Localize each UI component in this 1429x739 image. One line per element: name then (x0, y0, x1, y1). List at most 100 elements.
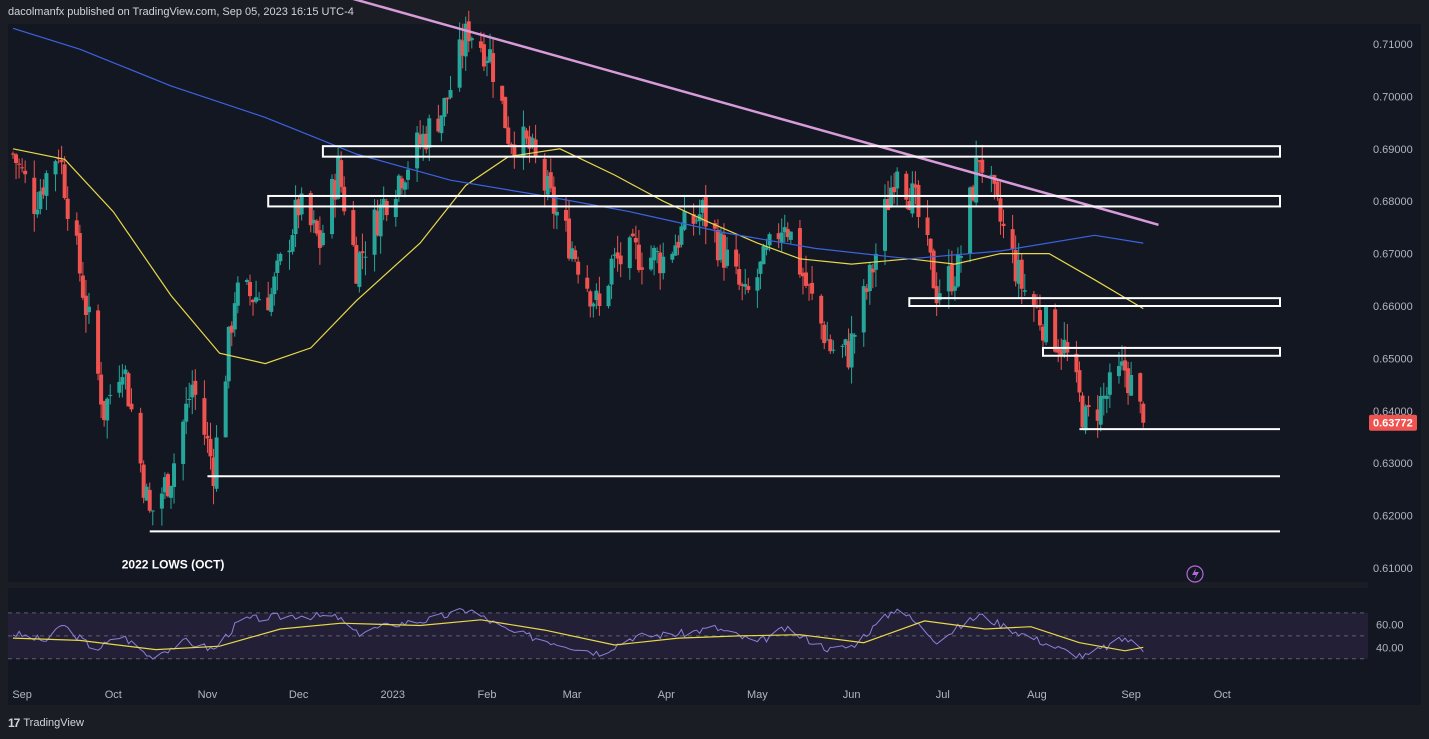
candle (208, 438, 213, 457)
candle (244, 280, 249, 283)
rsi-line (12, 607, 1144, 660)
candle (570, 248, 575, 259)
candle (567, 218, 572, 259)
candle (1116, 366, 1121, 377)
candle (272, 276, 277, 295)
candle (308, 193, 313, 226)
sr-zone (267, 194, 1281, 208)
candle (934, 286, 939, 304)
candle (958, 256, 963, 258)
candle (1123, 360, 1128, 371)
time-tick-label: Oct (105, 689, 122, 701)
candle (949, 264, 954, 292)
candle (1031, 294, 1036, 307)
time-tick-label: Jun (843, 689, 861, 701)
candle (694, 220, 699, 222)
candle (463, 23, 468, 57)
time-tick-label: Mar (563, 689, 582, 701)
candle (576, 261, 581, 275)
candle (257, 299, 262, 301)
candle (1104, 395, 1109, 399)
candle (402, 182, 407, 190)
candle (1037, 310, 1042, 326)
candle (187, 398, 192, 401)
candle (734, 249, 739, 267)
candle (360, 251, 365, 254)
candle (737, 269, 742, 285)
candle (767, 234, 772, 246)
candle (670, 253, 675, 260)
candle (83, 295, 88, 316)
candle (372, 209, 377, 255)
candle (363, 256, 368, 258)
candle (144, 486, 149, 501)
candle (469, 38, 474, 41)
candle (266, 297, 271, 311)
candle (889, 187, 894, 207)
candle (1062, 339, 1067, 354)
candle (162, 477, 167, 493)
candle (612, 254, 617, 256)
candle (819, 295, 824, 324)
candle (159, 493, 164, 509)
candle (740, 284, 745, 286)
candle (393, 198, 398, 217)
candle (1126, 368, 1131, 394)
candle (779, 232, 784, 243)
candle (721, 234, 726, 268)
candle (165, 474, 170, 497)
candle (150, 510, 155, 512)
rsi-tick-label: 40.00 (1376, 642, 1404, 654)
candle (800, 272, 805, 277)
candle (275, 260, 280, 273)
candle (491, 53, 496, 82)
candle (585, 277, 590, 289)
time-tick-label: Nov (198, 689, 218, 701)
candle (293, 199, 298, 235)
candle (761, 246, 766, 265)
candle (1056, 348, 1061, 353)
candle (44, 173, 49, 196)
candle (977, 160, 982, 163)
candle (1019, 259, 1024, 289)
candle (1010, 229, 1015, 250)
candle (193, 380, 198, 395)
tradingview-footer[interactable]: 17 TradingView (8, 716, 84, 730)
candle (405, 169, 410, 180)
time-tick-label: 2023 (381, 689, 405, 701)
candle (168, 486, 173, 498)
candle (1013, 249, 1018, 282)
candle (639, 267, 644, 270)
candle (290, 235, 295, 252)
candle (807, 284, 812, 286)
candle (682, 211, 687, 230)
candle (703, 196, 708, 227)
trendline (352, 0, 1159, 226)
candle (317, 230, 322, 248)
candle (892, 187, 897, 193)
candle (53, 161, 58, 175)
last-price-badge (1369, 414, 1417, 431)
candle (788, 231, 793, 240)
candle (746, 285, 751, 290)
candle (840, 345, 845, 347)
sma-200-line (12, 27, 1144, 260)
candle (524, 130, 529, 139)
candle (822, 324, 827, 344)
candle (995, 181, 1000, 197)
candle (17, 163, 22, 165)
candle (181, 421, 186, 464)
candle (342, 186, 347, 212)
candle (1001, 223, 1006, 227)
candle (1098, 396, 1103, 425)
candle (852, 334, 857, 337)
candle (448, 90, 453, 98)
candle (776, 233, 781, 240)
time-tick-label: Dec (289, 689, 309, 701)
candle (1022, 290, 1027, 292)
annotation-label: 2022 LOWS (OCT) (122, 557, 225, 571)
candle (184, 403, 189, 422)
candle (117, 381, 122, 393)
price-tick-label: 0.61000 (1373, 563, 1413, 575)
